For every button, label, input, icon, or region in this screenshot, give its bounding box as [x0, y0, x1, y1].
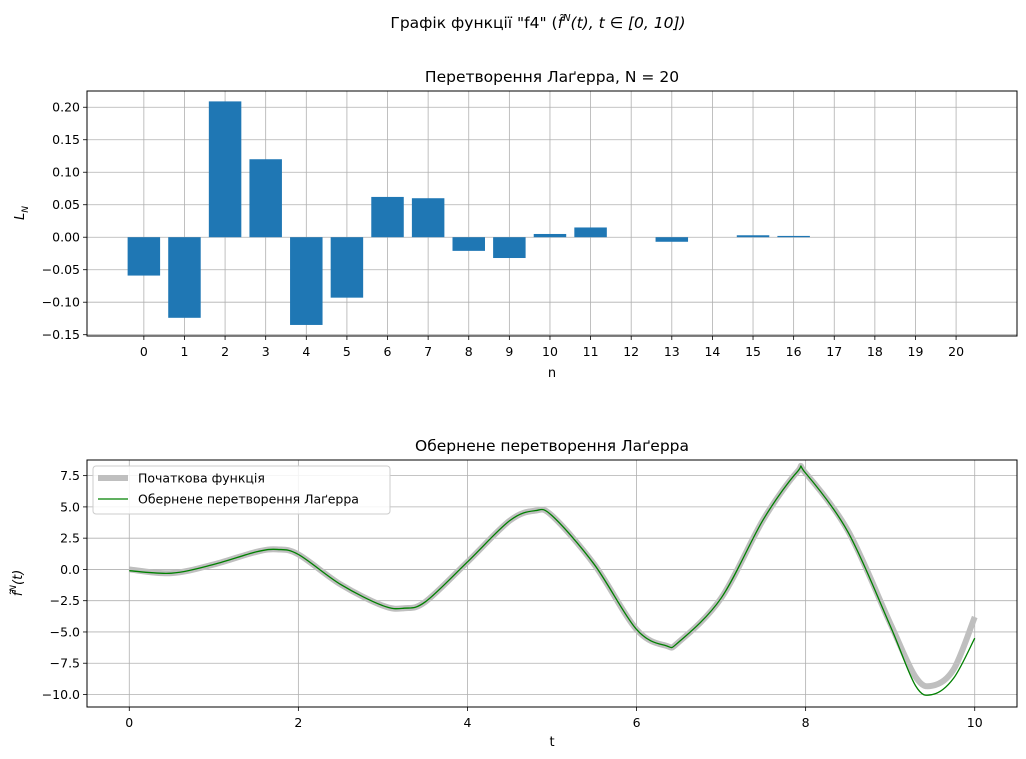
line-x-tick-label: 10: [967, 715, 983, 730]
suptitle-prefix: Графік функції "f4" (: [390, 14, 557, 32]
bar-x-tick-label: 18: [867, 344, 883, 359]
figure-suptitle: Графік функції "f4" (f̃N(t), t ∈ [0, 10]…: [390, 13, 685, 32]
bar-x-tick-label: 2: [221, 344, 229, 359]
legend-box: [92, 465, 391, 515]
line-marks: [128, 462, 978, 696]
bar-x-tick-label: 6: [384, 344, 392, 359]
bar-x-tick-label: 3: [262, 344, 270, 359]
line-y-label-superscript: N: [9, 585, 19, 592]
bar-x-tick-label: 12: [623, 344, 639, 359]
bar-y-tick-label: −0.15: [42, 327, 80, 342]
bar-x-tick-label: 10: [542, 344, 558, 359]
line-y-ticks: −10.0 −7.5 −5.0 −2.5 0.0 2.5 5.0 7.5: [42, 468, 87, 702]
line-chart-title: Обернене перетворення Лаґерра: [415, 437, 689, 455]
line-y-tick-label: 2.5: [60, 531, 80, 546]
line-y-tick-label: −2.5: [50, 593, 80, 608]
bar-y-tick-label: 0.10: [52, 165, 80, 180]
bar-y-tick-label: 0.15: [52, 132, 80, 147]
bar: [452, 237, 485, 251]
bar-x-axis-label: n: [548, 366, 556, 381]
line-x-ticks: 0 2 4 6 8 10: [125, 707, 983, 730]
bar: [736, 235, 770, 238]
bar-x-tick-label: 13: [664, 344, 680, 359]
legend: Початкова функція Обернене перетворення …: [92, 465, 391, 515]
legend-label-inverse: Обернене перетворення Лаґерра: [138, 492, 359, 507]
suptitle-suffix: (t), t ∈ [0, 10]): [571, 14, 686, 32]
bar: [168, 237, 201, 318]
bar-y-ticks: −0.15 −0.10 −0.05 0.00 0.05 0.10 0.15 0.20: [42, 100, 87, 342]
line-y-tick-label: −5.0: [50, 624, 80, 639]
line-x-tick-label: 0: [125, 715, 133, 730]
bar-marks: [127, 101, 810, 325]
bar-x-ticks: 0 1 2 3 4 5 6 7 8 9 10 11 12 13 14 15 16 17 18 19 20: [140, 336, 964, 359]
bar-y-axis-label: LN: [13, 206, 31, 220]
bar: [655, 237, 689, 242]
line-y-tick-label: 7.5: [60, 468, 80, 483]
bar-y-tick-label: 0.05: [52, 197, 80, 212]
line-chart-panel: 0 2 4 6 8 10 −10.0 −7.5 −5.0 −2.5 0.0 2.5 5.0 7.5 Об…: [9, 437, 1018, 750]
bar: [533, 233, 567, 238]
bar-plot-area: [87, 91, 1017, 336]
line-x-tick-label: 2: [294, 715, 302, 730]
bar-x-tick-label: 4: [302, 344, 310, 359]
bar-y-label-main: L: [13, 213, 28, 220]
bar-x-tick-label: 9: [505, 344, 513, 359]
bar: [371, 196, 404, 238]
bar-x-tick-label: 0: [140, 344, 148, 359]
line-y-label-symbol: f̃: [11, 589, 26, 596]
bar-y-tick-label: −0.10: [42, 295, 80, 310]
bar: [127, 237, 161, 276]
line-y-axis-label: f̃N(t): [9, 570, 26, 597]
bar-y-tick-label: 0.20: [52, 100, 80, 115]
bar: [208, 101, 242, 238]
line-x-tick-label: 8: [802, 715, 810, 730]
suptitle-function-symbol: f̃: [558, 13, 567, 32]
bar-x-tick-label: 15: [745, 344, 761, 359]
line-x-tick-label: 6: [633, 715, 641, 730]
bar-y-tick-label: 0.00: [52, 230, 80, 245]
bar: [777, 235, 810, 238]
bar-x-tick-label: 17: [826, 344, 842, 359]
bar: [330, 237, 364, 298]
bar-chart-panel: 0 1 2 3 4 5 6 7 8 9 10 11 12 13 14 15 16 17 18 19 20 −0.15−0…: [13, 68, 1018, 381]
bar-x-tick-label: 19: [908, 344, 924, 359]
bar-y-label-sub: N: [21, 206, 31, 213]
line-y-tick-label: −10.0: [42, 687, 80, 702]
bar-x-tick-label: 7: [424, 344, 432, 359]
bar-x-tick-label: 16: [786, 344, 802, 359]
bar-x-tick-label: 11: [583, 344, 599, 359]
bar: [290, 237, 323, 325]
bar: [493, 237, 526, 259]
bar-x-tick-label: 1: [180, 344, 188, 359]
bar-axes-frame: [86, 90, 1018, 337]
line-y-tick-label: 0.0: [60, 562, 80, 577]
bar-y-tick-label: −0.05: [42, 262, 80, 277]
bar-x-tick-label: 14: [704, 344, 720, 359]
legend-label-original: Початкова функція: [138, 471, 265, 486]
line-y-tick-label: −7.5: [50, 656, 80, 671]
line-y-label-suffix: (t): [11, 570, 26, 585]
line-axes-frame: [86, 459, 1018, 708]
bar: [411, 198, 445, 238]
line-x-axis-label: t: [549, 735, 554, 750]
suptitle-superscript: N: [563, 13, 571, 24]
bar: [249, 159, 282, 238]
line-y-tick-label: 5.0: [60, 499, 80, 514]
bar-x-tick-label: 20: [948, 344, 964, 359]
bar-chart-title: Перетворення Лаґерра, N = 20: [425, 68, 679, 86]
line-x-tick-label: 4: [463, 715, 471, 730]
bar: [574, 227, 607, 238]
bar-x-tick-label: 8: [465, 344, 473, 359]
bar-x-tick-label: 5: [343, 344, 351, 359]
series-inverse-line: [129, 465, 976, 696]
